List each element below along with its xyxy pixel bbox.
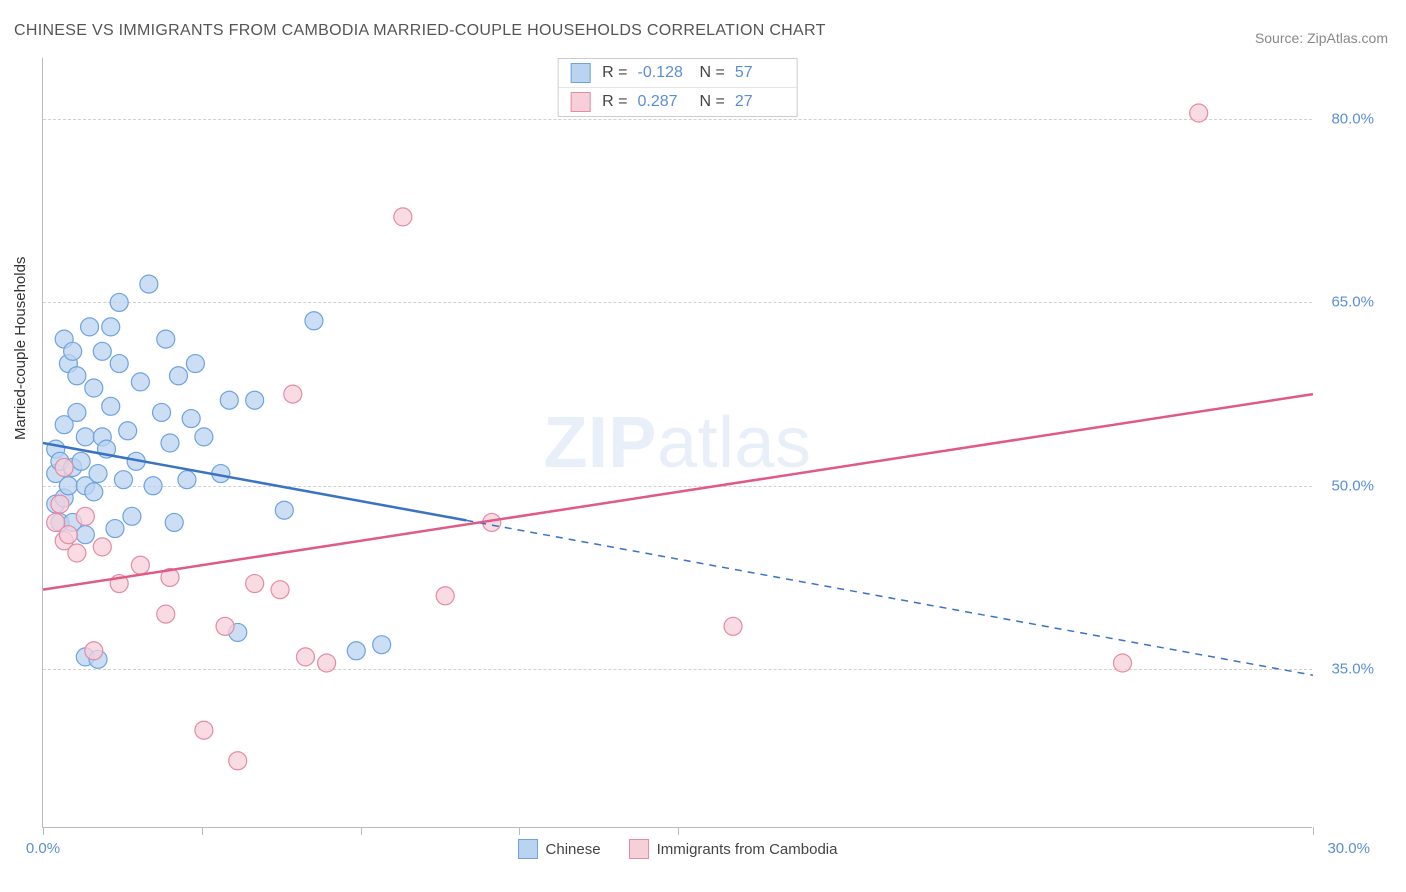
r-value-chinese: -0.128 — [638, 64, 688, 82]
n-value-chinese: 57 — [735, 64, 785, 82]
chart-title: CHINESE VS IMMIGRANTS FROM CAMBODIA MARR… — [14, 22, 826, 40]
legend-label-cambodia: Immigrants from Cambodia — [657, 841, 838, 858]
stats-row-chinese: R = -0.128 N = 57 — [558, 59, 797, 87]
r-value-cambodia: 0.287 — [638, 93, 688, 111]
y-tick-label: 80.0% — [1331, 111, 1374, 128]
swatch-cambodia — [570, 92, 590, 112]
legend-bottom: Chinese Immigrants from Cambodia — [518, 839, 838, 859]
n-value-cambodia: 27 — [735, 93, 785, 111]
plot-area: ZIPatlas 35.0%50.0%65.0%80.0% 0.0%30.0% … — [42, 58, 1312, 828]
legend-item-chinese: Chinese — [518, 839, 601, 859]
y-tick-label: 50.0% — [1331, 477, 1374, 494]
legend-item-cambodia: Immigrants from Cambodia — [629, 839, 838, 859]
y-axis-label: Married-couple Households — [12, 257, 29, 440]
swatch-chinese — [570, 63, 590, 83]
x-tick-label: 0.0% — [26, 840, 60, 857]
stats-legend-box: R = -0.128 N = 57 R = 0.287 N = 27 — [557, 58, 798, 117]
x-tick-label: 30.0% — [1327, 840, 1370, 857]
y-tick-label: 35.0% — [1331, 661, 1374, 678]
stats-row-cambodia: R = 0.287 N = 27 — [558, 87, 797, 116]
source-label: Source: ZipAtlas.com — [1255, 30, 1388, 46]
y-tick-label: 65.0% — [1331, 294, 1374, 311]
scatter-svg — [43, 58, 1312, 827]
legend-label-chinese: Chinese — [546, 841, 601, 858]
swatch-cambodia-icon — [629, 839, 649, 859]
swatch-chinese-icon — [518, 839, 538, 859]
chart-container: CHINESE VS IMMIGRANTS FROM CAMBODIA MARR… — [0, 0, 1406, 892]
